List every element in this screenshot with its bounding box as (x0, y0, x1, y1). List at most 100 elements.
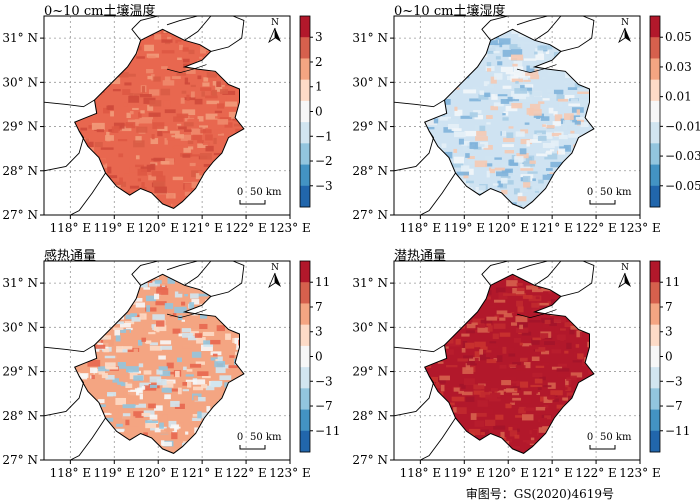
data-cell (138, 363, 144, 368)
data-cell (435, 108, 445, 114)
data-cell (81, 141, 94, 147)
data-cell (515, 81, 519, 84)
data-cell (76, 189, 84, 193)
data-cell (544, 153, 558, 160)
data-cell (176, 72, 187, 76)
data-cell (156, 288, 169, 295)
data-cell (583, 444, 592, 447)
data-cell (148, 112, 161, 117)
data-cell (116, 429, 124, 433)
data-cell (535, 207, 547, 209)
data-cell (242, 191, 244, 195)
data-cell (520, 163, 531, 171)
colorbar-segment (300, 100, 310, 123)
data-cell (74, 169, 78, 176)
data-cell (585, 65, 594, 71)
data-cell (215, 408, 226, 416)
data-cell (577, 91, 590, 94)
data-cell (74, 336, 79, 339)
data-cell (469, 29, 481, 33)
data-cell (551, 349, 562, 354)
data-cell (228, 365, 238, 369)
data-cell (504, 149, 515, 154)
data-cell (229, 312, 237, 316)
data-cell (529, 139, 542, 143)
scale-distance-label: 50 km (250, 432, 282, 443)
data-cell (545, 50, 550, 55)
data-cell (501, 162, 514, 168)
data-cell (427, 50, 433, 57)
data-cell (507, 96, 513, 102)
colorbar-segment (300, 367, 310, 389)
data-cell (455, 435, 461, 441)
panel-latent-heat-flux: 潜热通量 118° E 119° E 120° E 121° E 122° E 123° … (350, 245, 700, 490)
data-cell (216, 81, 222, 87)
data-cell (595, 92, 598, 96)
map-approval-number: 审图号：GS(2020)4619号 (465, 487, 614, 501)
data-cell (184, 293, 188, 297)
data-cell (546, 394, 556, 400)
data-cell (492, 333, 499, 340)
data-cell (74, 406, 83, 414)
bay-line (516, 309, 557, 318)
data-cell (122, 30, 128, 37)
data-cell (197, 411, 202, 419)
data-cell (505, 71, 515, 75)
data-cell (117, 139, 128, 142)
data-cell (514, 274, 518, 280)
data-cell (499, 317, 506, 321)
data-cell (105, 175, 118, 179)
data-cell (440, 384, 445, 392)
data-cell (436, 351, 440, 358)
data-cell (503, 376, 517, 381)
colorbar-segment (650, 122, 660, 144)
data-cell (134, 439, 147, 445)
data-cell (433, 452, 442, 454)
province-fill (74, 274, 244, 454)
data-cell (182, 109, 196, 116)
data-cell (592, 202, 594, 207)
data-cell (451, 274, 461, 280)
data-cell (198, 29, 204, 32)
data-cell (465, 330, 475, 334)
data-cell (126, 296, 136, 299)
data-cell (453, 156, 465, 164)
data-cell (530, 437, 535, 441)
data-cell (488, 167, 495, 174)
data-cell (189, 302, 195, 309)
data-cell (520, 138, 533, 145)
data-cell (470, 413, 477, 420)
data-cell (239, 73, 244, 76)
data-cell (102, 321, 114, 326)
data-cell (139, 117, 153, 124)
data-cell (77, 103, 89, 108)
data-cell (86, 29, 92, 33)
data-cell (205, 145, 214, 152)
data-cell (479, 357, 490, 361)
data-cell (431, 163, 444, 171)
data-cell (95, 29, 104, 31)
data-cell (89, 48, 99, 55)
boundary-line (166, 15, 198, 26)
data-cell (468, 291, 479, 297)
colorbar-segment (300, 282, 310, 304)
data-cell (433, 118, 439, 124)
data-cell (524, 274, 528, 279)
data-cell (535, 296, 540, 300)
data-cell (202, 280, 211, 283)
data-cell (177, 41, 189, 45)
data-cell (227, 146, 233, 151)
data-cell (229, 316, 240, 321)
data-cell (119, 177, 123, 184)
data-cell (81, 158, 85, 163)
data-cell (100, 427, 107, 431)
data-cell (88, 318, 100, 325)
data-cell (462, 341, 468, 348)
colorbar-label: −3 (665, 374, 683, 388)
data-cell (160, 33, 172, 37)
data-cell (570, 98, 579, 102)
data-cell (152, 205, 165, 209)
data-cell (466, 323, 476, 329)
data-cell (460, 165, 470, 172)
data-cell (442, 202, 449, 207)
